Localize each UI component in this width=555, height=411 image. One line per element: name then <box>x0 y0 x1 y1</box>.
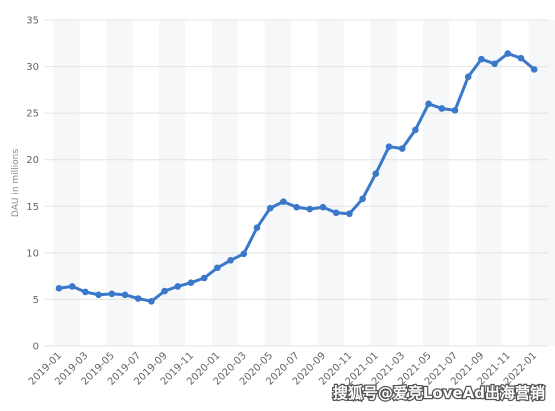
point <box>478 55 485 63</box>
band <box>528 20 555 346</box>
point <box>517 54 525 62</box>
point <box>121 291 129 299</box>
point <box>266 204 274 212</box>
y-tick-label: 35 <box>26 16 39 27</box>
y-axis-label: DAU in millions <box>11 149 21 217</box>
y-tick-label: 0 <box>33 342 39 353</box>
point <box>306 205 314 213</box>
y-tick-label: 5 <box>33 295 39 306</box>
point <box>134 295 142 302</box>
watermark: 搜狐号@爱竞LoveAd出海营销 <box>333 384 545 402</box>
band <box>159 20 186 346</box>
point <box>346 210 353 218</box>
point <box>55 284 63 292</box>
point <box>332 209 340 217</box>
point <box>200 274 208 282</box>
point <box>174 283 182 290</box>
y-tick-label: 25 <box>26 109 39 120</box>
point <box>240 250 248 258</box>
band <box>370 20 397 346</box>
point <box>253 224 261 232</box>
y-tick-label: 20 <box>26 155 39 166</box>
point <box>68 283 76 290</box>
point <box>319 203 327 211</box>
point <box>280 198 287 205</box>
point <box>108 290 116 298</box>
y-tick-label: 15 <box>26 202 39 213</box>
band <box>211 20 239 346</box>
y-tick-label: 30 <box>26 62 39 73</box>
point <box>214 264 221 272</box>
point <box>359 195 366 203</box>
point <box>530 66 538 73</box>
point <box>372 170 380 177</box>
y-tick-label: 10 <box>26 248 39 259</box>
point <box>95 291 102 299</box>
point <box>161 287 168 295</box>
point <box>438 105 446 112</box>
point <box>227 257 234 264</box>
band <box>264 20 291 346</box>
band <box>317 20 344 346</box>
point <box>491 60 498 68</box>
point <box>385 143 393 150</box>
point <box>464 73 472 81</box>
point <box>425 100 432 108</box>
band <box>53 20 80 346</box>
band <box>423 20 450 346</box>
band <box>475 20 503 346</box>
point <box>187 279 195 286</box>
point <box>451 107 459 114</box>
point <box>504 50 512 57</box>
point <box>293 203 300 211</box>
point <box>398 145 406 152</box>
point <box>412 126 419 134</box>
point <box>82 288 89 296</box>
point <box>148 297 155 305</box>
